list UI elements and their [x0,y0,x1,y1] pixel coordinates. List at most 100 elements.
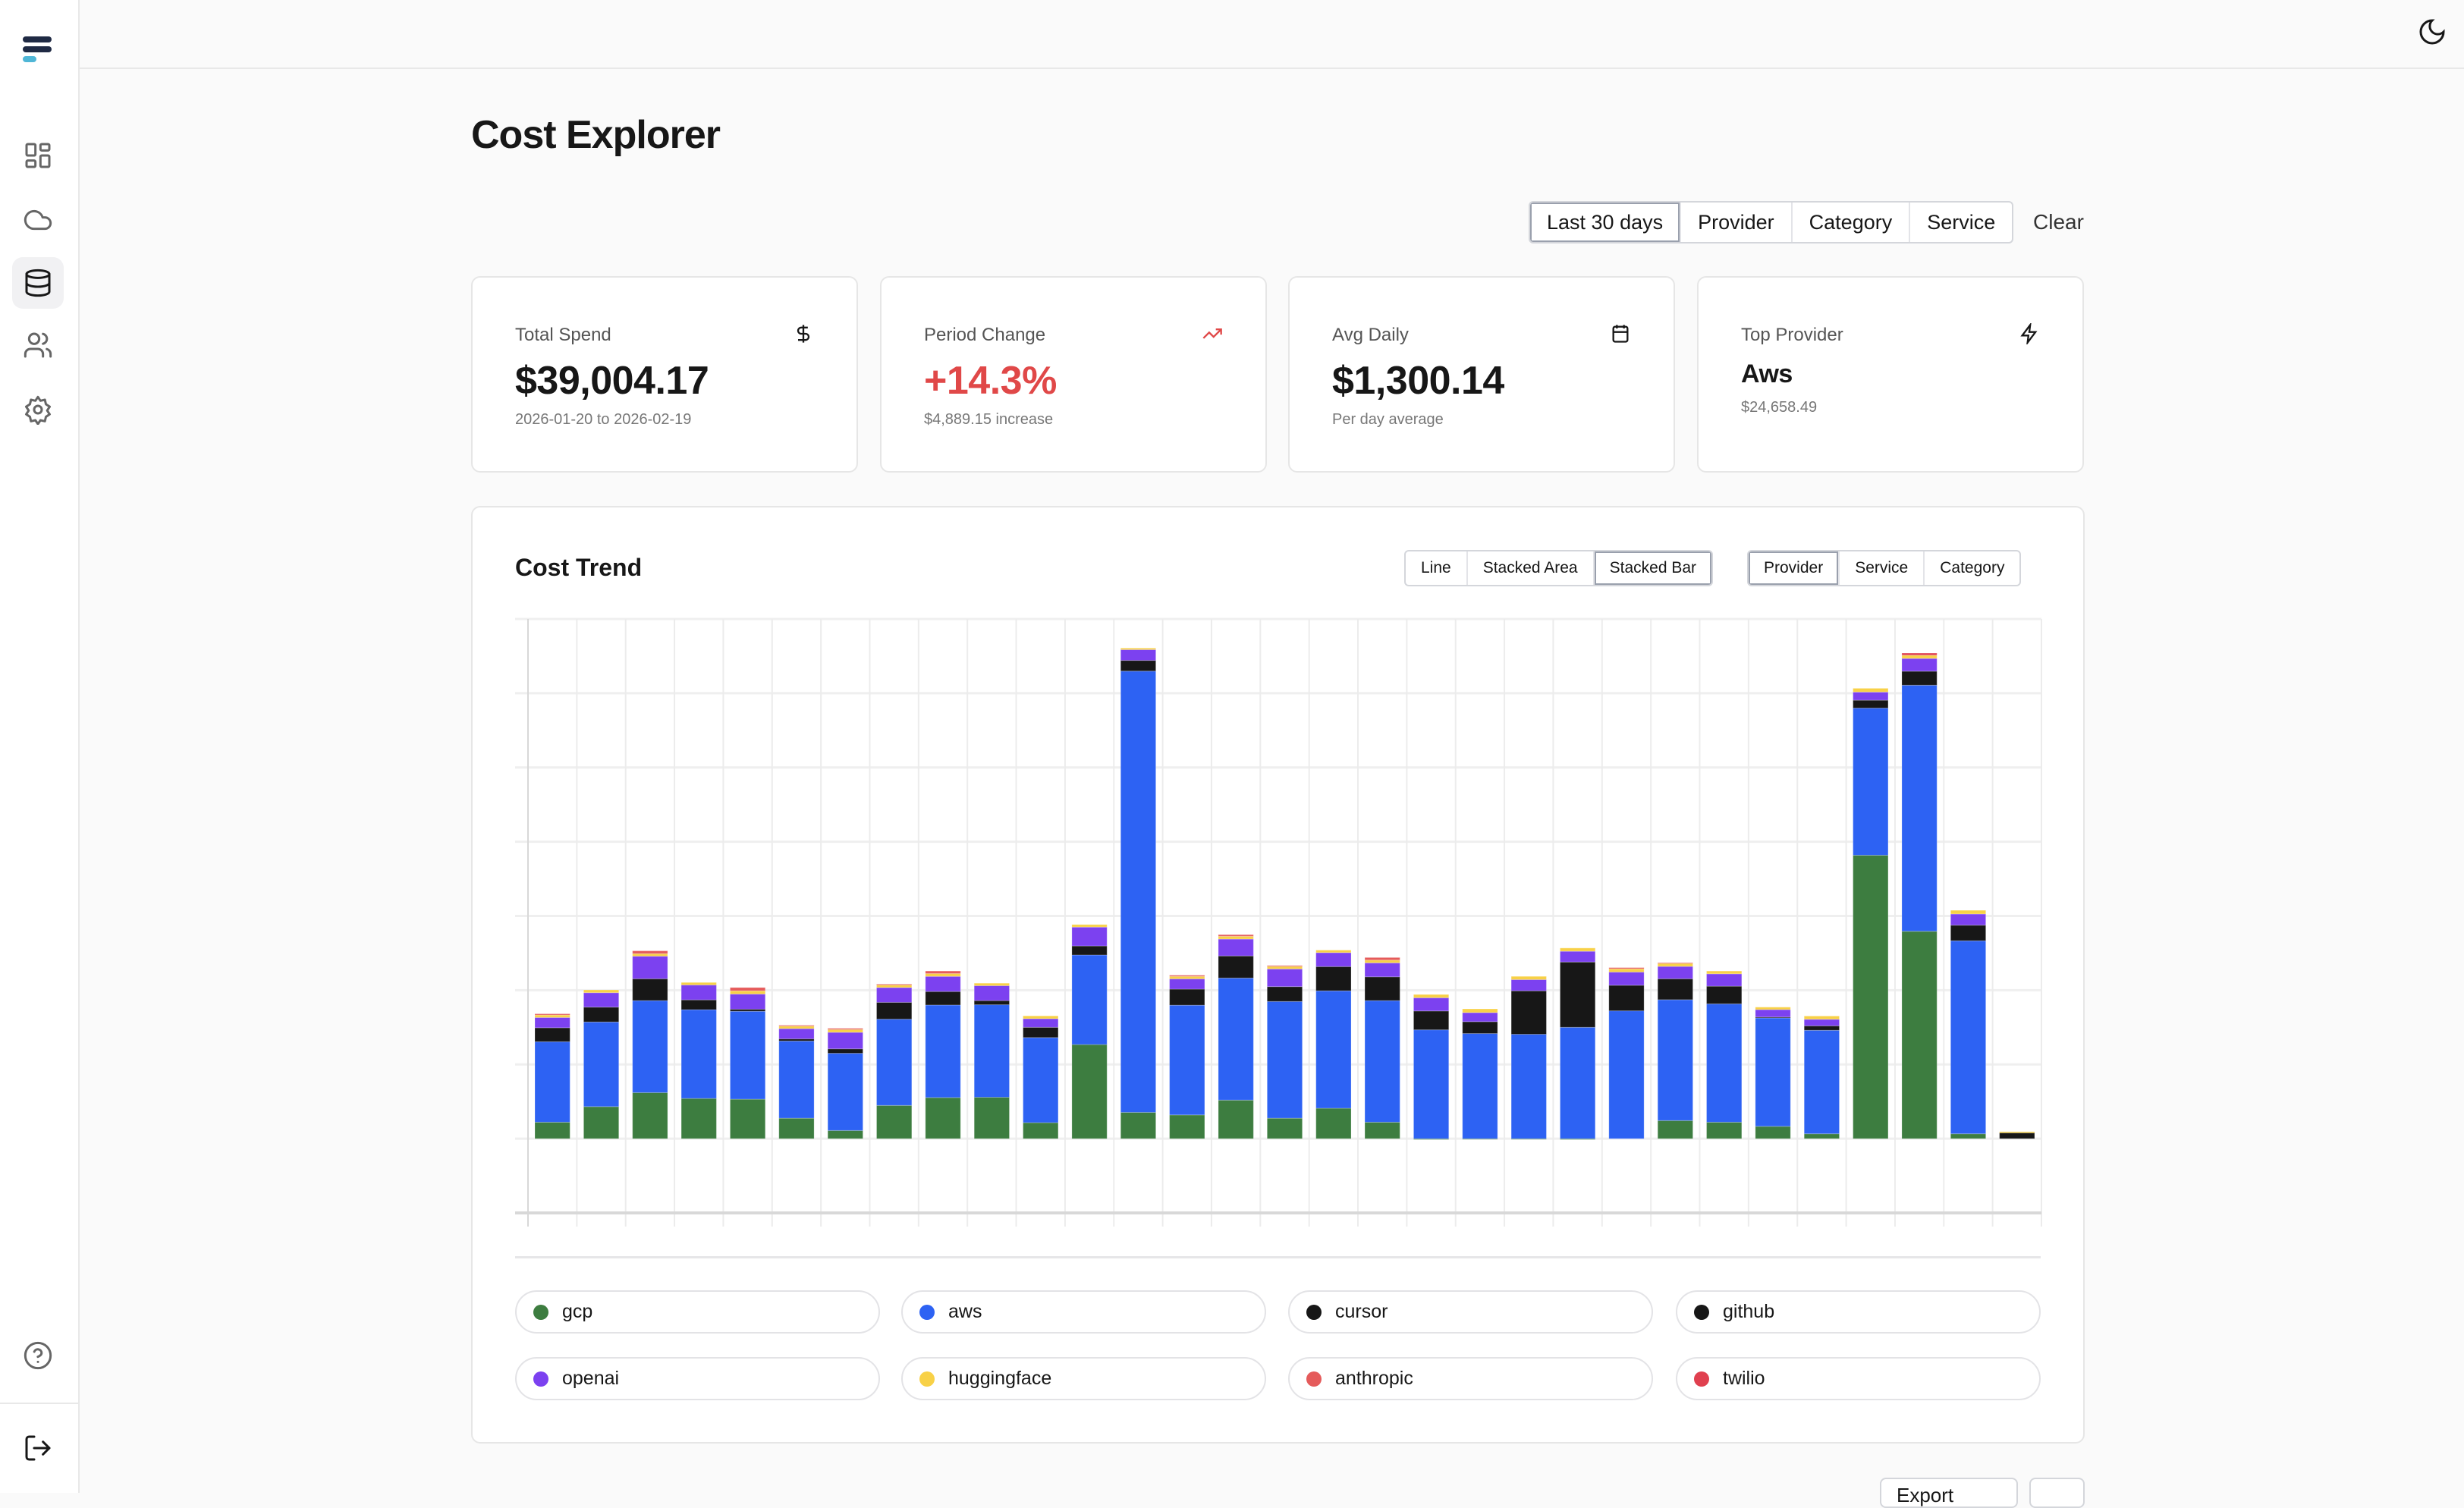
bar-segment-aws [1755,1017,1791,1127]
bar-segment-openai [1853,691,1889,701]
filter-service[interactable]: Service [1909,203,2012,242]
sidebar-item-settings[interactable] [12,384,64,435]
legend-label: github [1723,1301,1775,1322]
bar-segment-gcp [1023,1122,1059,1139]
bar-segment-huggingface [1803,1015,1840,1020]
bar-segment-gcp [1218,1099,1254,1139]
legend-item-aws[interactable]: aws [901,1290,1266,1334]
legend-swatch [1306,1371,1322,1387]
legend-label: huggingface [948,1368,1052,1389]
bar-segment-cursor [1608,985,1645,1012]
bar-segment-cursor [1706,985,1743,1004]
legend-item-github[interactable]: github [1676,1290,2041,1334]
bar-segment-gcp [1266,1117,1303,1139]
sidebar-item-cloud[interactable] [12,194,64,246]
bar-segment-gcp [1706,1121,1743,1139]
export-button[interactable]: Export [1880,1478,2018,1508]
group-by-provider[interactable]: Provider [1749,551,1838,585]
bar-segment-anthropic [534,1013,570,1016]
clear-filters-button[interactable]: Clear [2033,210,2084,234]
legend-item-huggingface[interactable]: huggingface [901,1357,1266,1400]
bar-segment-aws [827,1053,863,1131]
bar-segment-aws [1413,1029,1450,1139]
legend-item-gcp[interactable]: gcp [515,1290,880,1334]
legend-item-twilio[interactable]: twilio [1676,1357,2041,1400]
bar-segment-cursor [680,999,717,1010]
bar-segment-openai [1901,658,1938,672]
bar-segment-gcp [729,1098,766,1139]
bar-segment-cursor [1559,961,1596,1028]
bar-segment-gcp [1950,1133,1987,1139]
bar-segment-openai [680,985,717,1001]
bar-segment-anthropic [925,970,961,974]
bar-segment-openai [778,1028,815,1040]
sidebar-item-data[interactable] [12,257,64,309]
bar-segment-huggingface [1901,655,1938,659]
bar-segment-gcp [1364,1121,1400,1139]
bar-segment-aws [1510,1034,1547,1139]
sidebar-item-users[interactable] [12,319,64,371]
bar-segment-openai [583,992,620,1008]
kpi-total-spend: Total Spend $39,004.17 2026-01-20 to 202… [471,276,858,473]
bar-segment-gcp [778,1117,815,1139]
bar-segment-aws [1853,707,1889,856]
bar-segment-openai [875,987,913,1003]
legend-item-openai[interactable]: openai [515,1357,880,1400]
bar-segment-aws [1218,977,1254,1101]
bar-segment-openai [1950,913,1987,926]
kpi-value: Aws [1741,360,1793,388]
bar-segment-aws [1559,1026,1596,1139]
bar-segment-huggingface [1413,994,1450,998]
bar-segment-huggingface [1315,950,1352,953]
sidebar-item-dashboard[interactable] [12,130,64,181]
kpi-label: Total Spend [515,325,611,345]
top-bar [80,0,2464,69]
bar-segment-huggingface [729,990,766,994]
bar-segment-gcp [1853,854,1889,1139]
bar-segment-openai [1706,973,1743,987]
bar-segment-gcp [680,1098,717,1139]
bar-segment-anthropic [1218,934,1254,937]
chart-type-stacked-bar[interactable]: Stacked Bar [1592,551,1711,585]
bar-segment-aws [680,1009,717,1099]
bar-segment-huggingface [1755,1007,1791,1010]
bar-segment-openai [1071,926,1108,947]
bar-segment-aws [1608,1010,1645,1139]
help-button[interactable] [12,1330,64,1381]
filter-provider[interactable]: Provider [1680,203,1791,242]
bar-segment-cursor [632,978,668,1001]
bar-segment-aws [1364,1000,1400,1123]
bar-segment-aws [632,1000,668,1093]
legend-label: gcp [562,1301,593,1322]
app-logo[interactable] [23,36,52,66]
bar-segment-openai [1608,971,1645,986]
bar-segment-aws [1315,990,1352,1109]
logout-button[interactable] [12,1422,64,1474]
bar-segment-huggingface [680,982,717,986]
legend-item-cursor[interactable]: cursor [1288,1290,1653,1334]
bar-segment-openai [1364,962,1400,978]
moon-icon[interactable] [2417,17,2447,47]
legend-item-anthropic[interactable]: anthropic [1288,1357,1653,1400]
refresh-button[interactable] [2029,1478,2085,1508]
group-by-category[interactable]: Category [1923,551,2019,585]
bar-segment-openai [1023,1018,1059,1028]
chart-type-toggle: Line Stacked Area Stacked Bar [1404,550,1714,586]
bar-segment-aws [1803,1029,1840,1135]
kpi-label: Period Change [924,325,1046,345]
filter-category[interactable]: Category [1790,203,1909,242]
group-by-service[interactable]: Service [1838,551,1923,585]
chart-type-line[interactable]: Line [1421,559,1451,576]
bar-segment-cursor [1803,1025,1840,1031]
bar-segment-aws [1071,954,1108,1045]
filter-date-range[interactable]: Last 30 days [1530,203,1680,242]
kpi-label: Top Provider [1741,325,1843,345]
bar-segment-huggingface [1999,1131,2035,1133]
bar-segment-gcp [583,1106,620,1139]
chart-type-stacked-area[interactable]: Stacked Area [1466,551,1593,585]
legend-label: cursor [1335,1301,1388,1322]
cost-trend-title: Cost Trend [515,554,643,581]
bar-segment-aws [925,1004,961,1098]
bar-segment-twilio [1901,652,1938,656]
